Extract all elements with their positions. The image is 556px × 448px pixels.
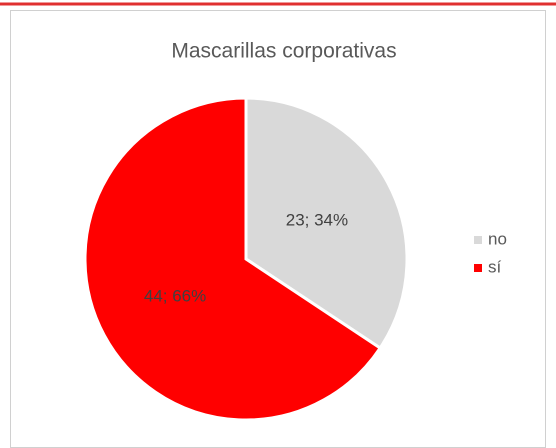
chart-title: Mascarillas corporativas (171, 40, 396, 63)
pie-slice (83, 96, 383, 422)
legend-label: sí (488, 257, 502, 276)
legend-label: no (488, 229, 507, 248)
legend-swatch (474, 264, 482, 272)
data-label: 23; 34% (286, 210, 348, 229)
data-label: 44; 66% (144, 287, 206, 306)
legend-swatch (474, 236, 482, 244)
